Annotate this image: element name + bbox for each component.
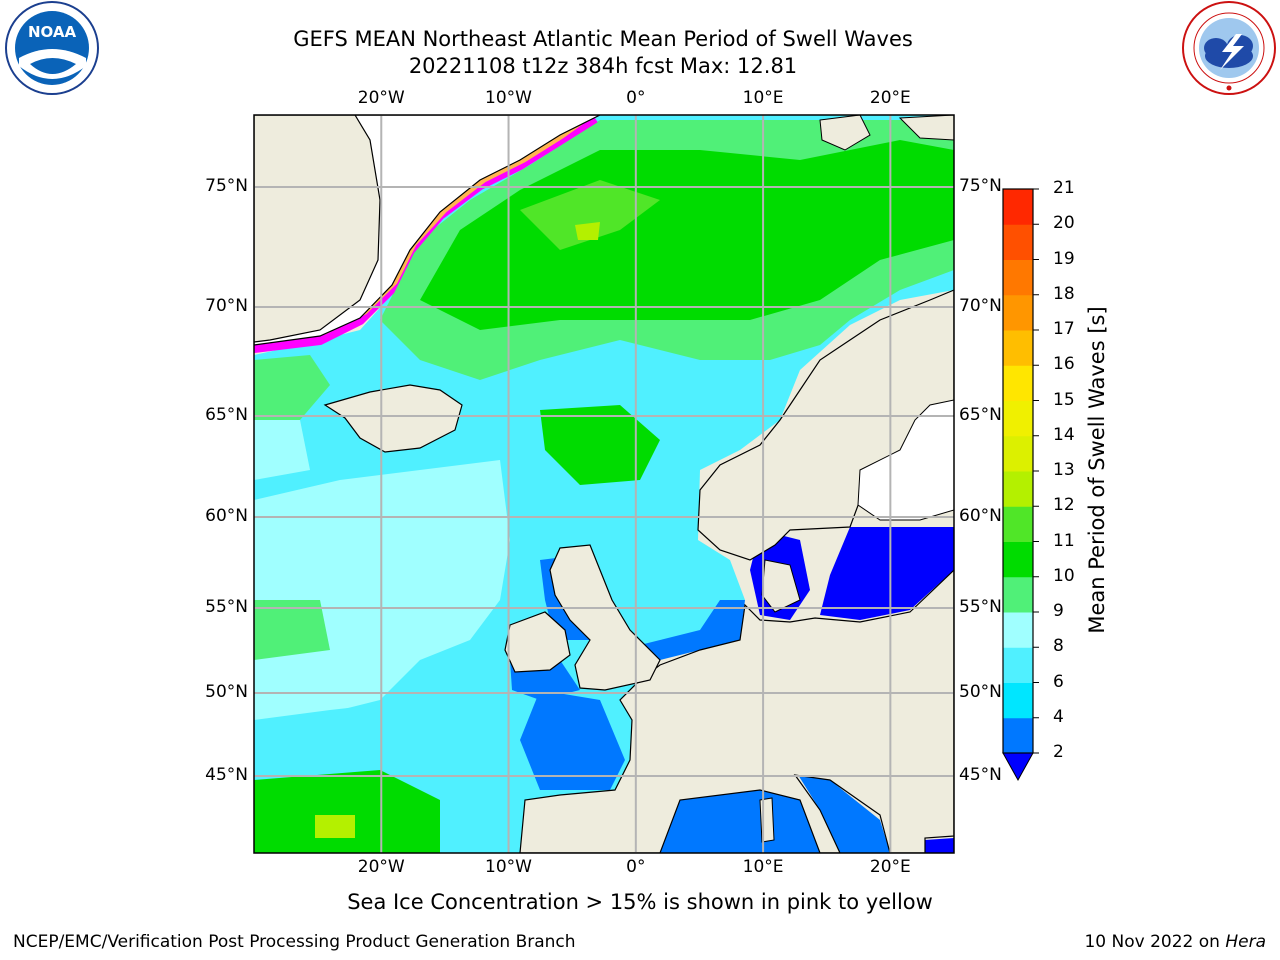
lat-tick-label-right: 50°N [959, 682, 1002, 702]
colorbar-label: 6 [1053, 671, 1064, 692]
lat-tick-label-left: 70°N [205, 296, 248, 316]
nws-logo [1182, 1, 1276, 95]
lat-tick-label-left: 75°N [205, 176, 248, 196]
footer-host: Hera [1225, 932, 1266, 952]
colorbar-label: 9 [1053, 601, 1064, 621]
lon-tick-label-top: 10°E [742, 88, 784, 108]
colorbar-bin [1003, 189, 1033, 225]
lon-tick-label-top: 20°W [357, 88, 405, 108]
map-frame [253, 114, 955, 854]
lat-tick-label-right: 45°N [959, 765, 1002, 785]
sea-ice-footnote: Sea Ice Concentration > 15% is shown in … [347, 890, 933, 914]
colorbar-label: 8 [1053, 636, 1064, 657]
colorbar-label: 12 [1053, 495, 1075, 516]
map-area [253, 114, 955, 854]
lat-tick-label-right: 60°N [959, 506, 1002, 526]
colorbar-label: 19 [1053, 248, 1075, 269]
map-gridlines [254, 115, 954, 853]
colorbar-bin [1003, 541, 1033, 578]
footer-date: 10 Nov 2022 on Hera [1084, 932, 1266, 952]
colorbar-label: 10 [1053, 565, 1075, 586]
svg-text:NOAA: NOAA [28, 23, 77, 41]
lat-tick-label-right: 55°N [959, 597, 1002, 617]
colorbar-bin [1003, 294, 1033, 331]
colorbar-bin [1003, 330, 1033, 366]
colorbar-label: 15 [1053, 389, 1075, 410]
lon-tick-label-bot: 20°E [869, 857, 911, 877]
colorbar-label: 4 [1053, 706, 1064, 727]
colorbar-label: 13 [1053, 460, 1075, 480]
colorbar-under-arrow [1002, 752, 1034, 782]
colorbar-label: 16 [1053, 354, 1075, 375]
colorbar-label: 17 [1053, 319, 1075, 339]
lat-tick-label-left: 60°N [205, 506, 248, 526]
colorbar-bin [1003, 717, 1033, 754]
colorbar-label: 18 [1053, 283, 1075, 304]
colorbar-bin [1003, 435, 1033, 472]
colorbar-label: 14 [1053, 424, 1075, 445]
colorbar-bin [1003, 576, 1033, 613]
lat-tick-label-right: 75°N [959, 176, 1002, 196]
colorbar [1002, 188, 1039, 782]
colorbar-bin [1003, 259, 1033, 296]
colorbar-title: Mean Period of Swell Waves [s] [1085, 306, 1109, 634]
map-title: GEFS MEAN Northeast Atlantic Mean Period… [293, 27, 913, 51]
colorbar-label: 21 [1053, 178, 1075, 198]
lat-tick-label-left: 55°N [205, 597, 248, 617]
swell-period-field [254, 115, 954, 853]
colorbar-label: 11 [1053, 530, 1075, 551]
lon-tick-label-bot: 20°W [357, 857, 405, 877]
lat-tick-label-left: 65°N [205, 405, 248, 425]
lon-tick-label-top: 10°W [485, 88, 533, 108]
colorbar-bin [1003, 682, 1033, 719]
colorbar-bin [1003, 400, 1033, 437]
lat-tick-label-right: 65°N [959, 405, 1002, 425]
colorbar-bin [1003, 471, 1033, 507]
lat-tick-label-right: 70°N [959, 296, 1002, 316]
lon-tick-label-top: 20°E [869, 88, 911, 108]
colorbar-bin [1003, 612, 1033, 648]
lat-tick-label-left: 50°N [205, 682, 248, 702]
lon-tick-label-bot: 10°W [485, 857, 533, 877]
colorbar-label: 2 [1053, 742, 1064, 762]
colorbar-bin [1003, 647, 1033, 683]
lon-tick-label-top: 0° [626, 88, 646, 108]
map-subtitle: 20221108 t12z 384h fcst Max: 12.81 [408, 54, 798, 78]
noaa-logo: NOAA [5, 1, 99, 95]
lat-tick-label-left: 45°N [205, 765, 248, 785]
colorbar-bin [1003, 224, 1033, 260]
footer-credit: NCEP/EMC/Verification Post Processing Pr… [13, 932, 576, 952]
colorbar-label: 20 [1053, 213, 1075, 234]
lon-tick-label-bot: 0° [626, 857, 646, 877]
lon-tick-label-bot: 10°E [742, 857, 784, 877]
colorbar-bin [1003, 506, 1033, 542]
footer-date-text: 10 Nov 2022 on [1084, 932, 1226, 952]
colorbar-bin [1003, 365, 1033, 401]
